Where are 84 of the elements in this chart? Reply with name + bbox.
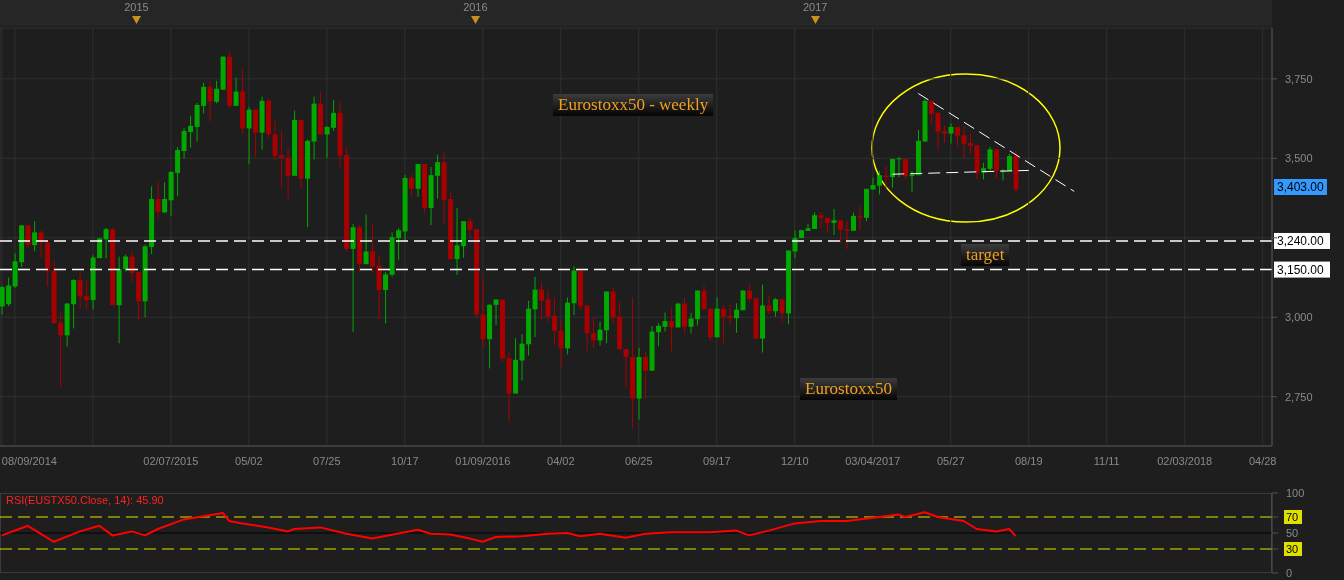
ref-line-label: 3,240.00	[1277, 233, 1325, 248]
candlestick	[656, 322, 662, 347]
y-tick-label: 70	[1286, 511, 1299, 523]
candlestick	[838, 219, 844, 244]
candlestick	[721, 304, 727, 344]
candlestick	[162, 181, 168, 214]
chart-title: RSI(EUSTX50.Close, 14): 45.90	[6, 494, 164, 506]
candlestick	[591, 316, 597, 349]
candlestick	[532, 276, 538, 338]
x-tick-label: 05/02	[235, 455, 263, 467]
x-tick-label: 12/10	[781, 455, 809, 467]
candlestick	[669, 307, 675, 352]
y-tick-label: 50	[1286, 527, 1299, 539]
candlestick	[370, 223, 376, 274]
candlestick	[246, 106, 252, 165]
candlestick	[409, 174, 415, 197]
candlestick	[857, 205, 863, 231]
x-tick-label: 05/27	[936, 455, 965, 467]
x-tick-label: 02/03/2018	[1157, 455, 1213, 467]
x-tick-label: 10/17	[391, 455, 419, 467]
candlestick	[883, 165, 889, 189]
candlestick	[25, 224, 31, 249]
candlestick	[155, 180, 161, 220]
candlestick	[747, 283, 753, 303]
candlestick	[831, 208, 837, 236]
text: Eurostoxx50 - weekly	[553, 94, 714, 116]
candlestick	[493, 298, 499, 326]
candlestick	[662, 311, 668, 333]
x-tick-label: 06/25	[625, 455, 653, 467]
x-tick-label: 07/25	[313, 455, 341, 467]
x2-tick-label: 2017	[801, 1, 829, 14]
x-tick-label: 01/09/2016	[455, 455, 511, 467]
candlestick	[558, 319, 564, 368]
x-tick-label: 04/28	[1248, 455, 1277, 467]
x-tick-label: 09/17	[703, 455, 731, 467]
x-tick-label: 03/04/2017	[845, 455, 901, 467]
y-tick-label: 30	[1286, 543, 1299, 555]
candlestick	[285, 147, 291, 200]
candlestick	[539, 281, 545, 322]
candlestick	[734, 302, 740, 334]
candlestick	[779, 298, 785, 323]
x-tick-label: 08/19	[1014, 455, 1043, 467]
candlestick	[623, 348, 629, 388]
x-tick-label: 04/02	[547, 455, 575, 467]
x-tick-label: 08/09/2014	[1, 455, 57, 467]
candlestick	[363, 214, 369, 265]
text: 3,403.00	[1274, 179, 1327, 195]
candlestick	[675, 302, 681, 328]
x-tick-label: 11/11	[1093, 455, 1120, 467]
candlestick	[383, 271, 389, 324]
candlestick	[350, 223, 356, 333]
candlestick	[32, 220, 38, 252]
y-tick-label: 2,750	[1285, 390, 1313, 403]
x2-tick-label: 2015	[123, 1, 150, 14]
candlestick	[682, 297, 688, 334]
annotation: Eurostoxx50	[800, 378, 897, 400]
candlestick	[103, 227, 109, 259]
candlestick	[597, 321, 603, 347]
y-tick-label: 3,500	[1285, 152, 1313, 165]
candlestick	[519, 333, 525, 382]
x-tick-label: 02/07/2015	[143, 455, 199, 467]
y-tick-label: 100	[1286, 487, 1305, 499]
annotation: target	[961, 244, 1010, 266]
candlestick	[214, 80, 220, 104]
candlestick	[851, 212, 857, 232]
candlestick	[818, 211, 824, 229]
y-tick-label: 0	[1286, 567, 1293, 579]
line-series	[0, 511, 1017, 543]
x2-tick-label: 2016	[462, 1, 489, 14]
candlestick	[58, 311, 64, 388]
candlestick	[948, 122, 954, 145]
candlestick	[773, 297, 779, 318]
y-tick-label: 3,000	[1285, 311, 1313, 324]
candlestick	[253, 109, 259, 158]
candlestick	[233, 77, 239, 107]
candlestick	[890, 158, 896, 189]
candlestick	[896, 156, 902, 178]
candlestick	[643, 350, 649, 400]
candlestick	[844, 220, 850, 250]
candlestick	[207, 80, 213, 122]
ref-line-label: 3,150.00	[1277, 262, 1325, 277]
candlestick	[994, 148, 999, 179]
y-tick-label: 3,750	[1285, 72, 1313, 85]
candlestick	[688, 312, 694, 334]
